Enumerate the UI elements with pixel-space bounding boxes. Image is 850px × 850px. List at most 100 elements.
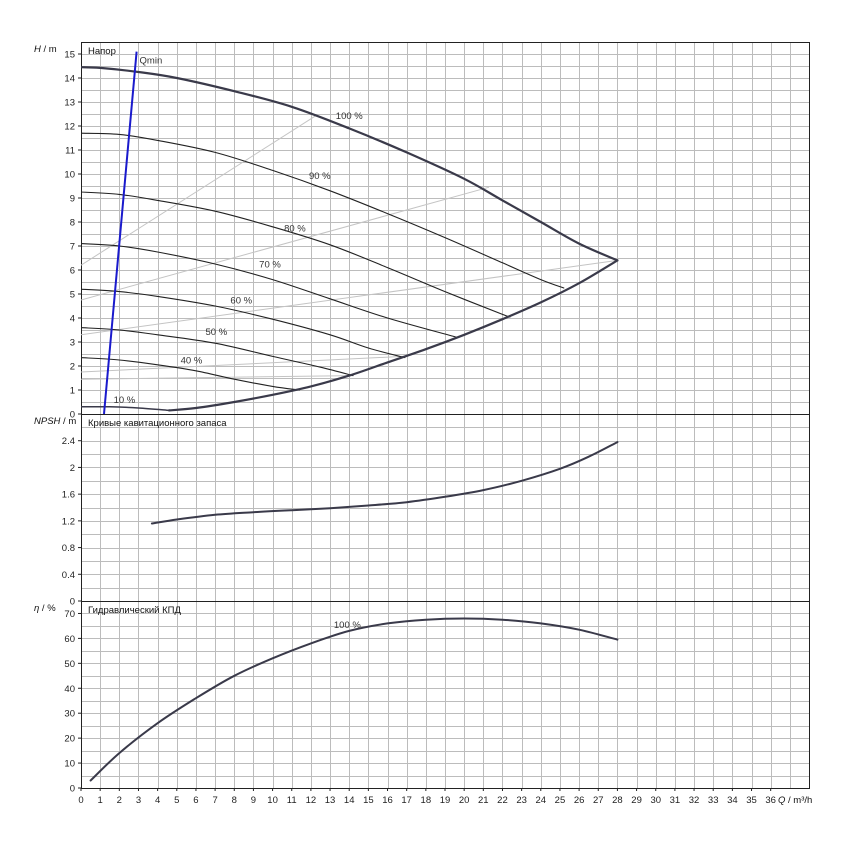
y-axis-unit: / m — [60, 416, 76, 427]
x-tick-label: 16 — [382, 795, 393, 806]
x-tick-label: 18 — [421, 795, 432, 806]
series-line — [168, 259, 619, 412]
series-line — [81, 357, 300, 391]
x-tick-label: 2 — [117, 795, 122, 806]
efficiency-guide-line — [81, 186, 490, 301]
efficiency-guide-line — [81, 355, 403, 373]
y-axis-label: η / % — [34, 603, 56, 614]
x-tick-label: 32 — [689, 795, 700, 806]
efficiency-guide-line — [81, 375, 354, 380]
x-tick-label: 26 — [574, 795, 585, 806]
curve-label: 60 % — [230, 296, 252, 307]
y-tick-label: 0.8 — [62, 543, 75, 554]
curve-label: 40 % — [181, 356, 203, 367]
y-tick-label: 0.4 — [62, 570, 75, 581]
x-tick-label: 1 — [98, 795, 103, 806]
x-tick-label: 11 — [287, 795, 297, 806]
x-tick-label: 12 — [306, 795, 317, 806]
y-tick-label: 7 — [70, 242, 75, 253]
x-tick-label: 3 — [136, 795, 141, 806]
x-tick-label: 20 — [459, 795, 470, 806]
chart-title: Гидравлический КПД — [88, 605, 181, 616]
y-tick-label: 12 — [64, 122, 75, 133]
curve-label: 70 % — [259, 260, 281, 271]
plot-area — [89, 617, 619, 782]
y-tick-label: 2.4 — [62, 436, 75, 447]
plot-area — [81, 51, 619, 414]
x-tick-label: 8 — [232, 795, 237, 806]
y-tick-label: 11 — [65, 146, 75, 157]
x-tick-label: 29 — [631, 795, 642, 806]
y-tick-label: 13 — [64, 98, 75, 109]
x-tick-label: 30 — [650, 795, 661, 806]
x-tick-label: 27 — [593, 795, 604, 806]
x-tick-label: 15 — [363, 795, 374, 806]
chart-title: Кривые кавитационного запаса — [88, 418, 227, 429]
x-tick-label: 35 — [746, 795, 757, 806]
x-tick-label: 0 — [78, 795, 83, 806]
y-tick-label: 5 — [70, 290, 75, 301]
y-tick-label: 1.2 — [62, 516, 75, 527]
y-axis-unit: / m — [41, 44, 57, 55]
y-axis-label: NPSH / m — [34, 416, 76, 427]
y-tick-label: 2 — [70, 463, 75, 474]
series-line — [81, 132, 565, 289]
y-tick-label: 60 — [64, 634, 75, 645]
y-axis-symbol: NPSH — [34, 416, 61, 427]
y-tick-label: 4 — [70, 314, 75, 325]
y-axis-label: H / m — [34, 44, 57, 55]
y-tick-label: 10 — [64, 759, 75, 770]
y-tick-label: 0 — [70, 410, 75, 421]
y-tick-label: 15 — [64, 50, 75, 61]
y-tick-label: 30 — [64, 709, 75, 720]
x-tick-label: 17 — [401, 795, 412, 806]
y-tick-label: 2 — [70, 362, 75, 373]
series-line — [81, 191, 511, 318]
series-line — [81, 405, 170, 412]
plot-area — [150, 441, 619, 525]
series-line — [81, 243, 458, 338]
y-tick-label: 8 — [70, 218, 75, 229]
y-tick-label: 0 — [70, 784, 75, 795]
x-tick-label: 5 — [174, 795, 179, 806]
x-tick-label: 25 — [555, 795, 566, 806]
x-tick-label: 9 — [251, 795, 256, 806]
y-tick-label: 9 — [70, 194, 75, 205]
x-tick-label: 14 — [344, 795, 355, 806]
y-tick-label: 20 — [64, 734, 75, 745]
x-axis-symbol: Q — [778, 795, 786, 806]
series-line — [89, 617, 619, 782]
y-axis-symbol: η — [34, 603, 39, 614]
y-tick-label: 70 — [64, 609, 75, 620]
x-tick-label: 13 — [325, 795, 336, 806]
x-tick-label: 6 — [193, 795, 198, 806]
y-tick-label: 3 — [70, 338, 75, 349]
y-tick-label: 14 — [64, 74, 75, 85]
x-tick-label: 31 — [670, 795, 681, 806]
x-tick-label: 23 — [516, 795, 527, 806]
qmin-line — [103, 51, 138, 414]
y-tick-label: 6 — [70, 266, 75, 277]
x-tick-label: 19 — [440, 795, 451, 806]
grid — [81, 42, 810, 415]
efficiency-guide-line — [81, 259, 618, 336]
curve-label: 100 % — [334, 620, 361, 631]
y-tick-label: 1 — [70, 386, 75, 397]
x-axis-label: Q / m³/h — [778, 795, 812, 806]
y-tick-label: 1.6 — [62, 490, 75, 501]
x-tick-label: 4 — [155, 795, 160, 806]
x-tick-label: 28 — [612, 795, 623, 806]
y-axis-symbol: H — [34, 44, 41, 55]
x-axis-unit: / m³/h — [785, 795, 812, 806]
series-line — [81, 66, 619, 262]
x-tick-label: 33 — [708, 795, 719, 806]
curve-label: 80 % — [284, 224, 306, 235]
x-tick-label: 22 — [497, 795, 508, 806]
series-line — [150, 441, 619, 525]
y-tick-label: 40 — [64, 684, 75, 695]
x-tick-label: 21 — [478, 795, 489, 806]
